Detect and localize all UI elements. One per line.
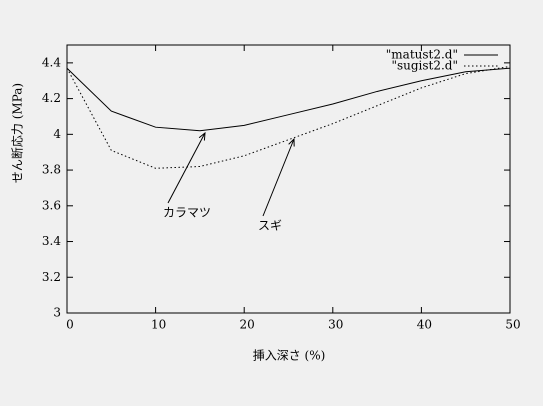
legend-label: "matust2.d" xyxy=(386,48,458,62)
y-tick-label: 3.2 xyxy=(42,270,61,284)
y-tick-label: 4.4 xyxy=(42,55,61,69)
x-tick-label: 50 xyxy=(505,318,520,332)
y-tick-label: 3.8 xyxy=(42,163,61,177)
legend-label: "sugist2.d" xyxy=(391,59,458,73)
annotation: スギ xyxy=(258,219,282,233)
y-tick-label: 3.4 xyxy=(42,234,61,248)
x-tick-label: 0 xyxy=(66,318,74,332)
data-line xyxy=(66,65,511,169)
y-tick-label: 3 xyxy=(53,306,61,320)
y-tick-label: 4 xyxy=(53,127,61,141)
y-tick-label: 3.6 xyxy=(42,198,61,212)
plot-frame xyxy=(66,44,511,314)
x-tick-label: 40 xyxy=(417,318,432,332)
y-tick-label: 4.2 xyxy=(42,91,61,105)
x-axis-label: 挿入深さ (%) xyxy=(253,349,326,363)
x-tick-label: 30 xyxy=(328,318,343,332)
x-tick-label: 20 xyxy=(240,318,255,332)
annotation-arrow xyxy=(262,139,294,217)
y-axis-label: せん断応力 (MPa) xyxy=(10,83,25,183)
x-tick-label: 10 xyxy=(151,318,166,332)
annotation-arrow xyxy=(167,133,205,204)
data-line xyxy=(66,67,511,132)
annotation: カラマツ xyxy=(163,206,211,220)
